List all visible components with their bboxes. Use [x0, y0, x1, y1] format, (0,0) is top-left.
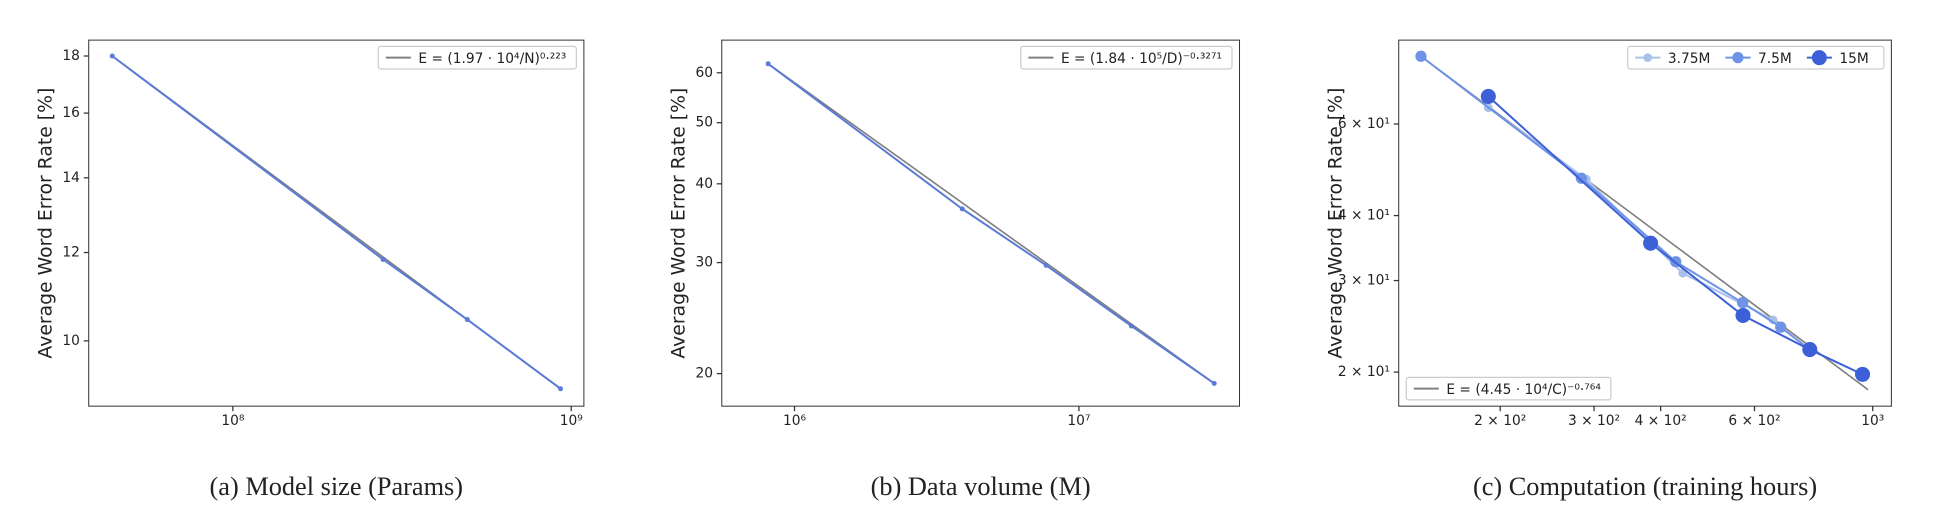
- x-tick-label: 4 × 10²: [1635, 413, 1687, 429]
- data-point: [109, 53, 115, 59]
- plot-frame: [88, 39, 585, 407]
- series-line: [1420, 55, 1811, 351]
- x-tick-label: 3 × 10²: [1568, 413, 1620, 429]
- y-tick-label: 16: [62, 105, 80, 121]
- data-point: [1736, 297, 1749, 309]
- legend-frame: [1020, 45, 1233, 70]
- legend-label: E = (1.97 · 10⁴/N)⁰·²²³: [418, 51, 566, 67]
- legend-marker: [1643, 53, 1653, 63]
- data-point: [464, 317, 470, 323]
- y-tick-label: 2 × 10¹: [1338, 364, 1390, 380]
- x-tick-label: 10⁶: [783, 413, 807, 429]
- y-tick-label: 10: [62, 333, 80, 349]
- legend-label: E = (1.84 · 10⁵/D)⁻⁰·³²⁷¹: [1061, 51, 1222, 67]
- y-axis-label: Average Word Error Rate [%]: [1326, 88, 1347, 359]
- legend: E = (1.84 · 10⁵/D)⁻⁰·³²⁷¹: [1028, 51, 1222, 67]
- x-tick-label: 2 × 10²: [1474, 413, 1526, 429]
- data-point: [1128, 323, 1134, 329]
- x-tick-label: 10³: [1861, 413, 1884, 429]
- legend-label: 3.75M: [1668, 51, 1711, 67]
- y-tick-label: 14: [62, 170, 80, 186]
- series-line: [1487, 95, 1863, 376]
- data-point: [1480, 88, 1496, 104]
- y-tick-label: 12: [62, 245, 80, 261]
- data-point: [1575, 172, 1588, 184]
- legend-marker: [1811, 50, 1827, 66]
- chart-caption: (c) Computation (training hours): [1473, 472, 1817, 501]
- data-point: [959, 206, 965, 212]
- y-tick-label: 6 × 10¹: [1338, 116, 1390, 132]
- legend-frame: [377, 45, 577, 70]
- data-point: [765, 61, 771, 67]
- data-point: [1855, 366, 1871, 382]
- y-tick-label: 3 × 10¹: [1338, 273, 1390, 289]
- y-axis-label: Average Word Error Rate [%]: [669, 88, 690, 359]
- x-tick-label: 10⁷: [1067, 413, 1090, 429]
- data-point: [1643, 235, 1659, 251]
- data-point: [1415, 50, 1427, 62]
- data-point: [1802, 342, 1818, 358]
- chart-caption: (a) Model size (Params): [210, 472, 464, 501]
- legend: E = (4.45 · 10⁴/C)⁻⁰·⁷⁶⁴: [1413, 382, 1601, 398]
- series-line: [767, 63, 1215, 385]
- x-tick-label: 10⁹: [560, 413, 583, 429]
- plot-frame: [1398, 39, 1892, 407]
- legend-marker: [1732, 52, 1744, 64]
- y-tick-label: 4 × 10¹: [1338, 208, 1390, 224]
- legend-label: 7.5M: [1758, 51, 1792, 67]
- legend-label: 15M: [1839, 51, 1868, 67]
- x-tick-label: 10⁸: [221, 413, 245, 429]
- y-tick-label: 60: [695, 65, 713, 81]
- x-tick-label: 6 × 10²: [1728, 413, 1780, 429]
- y-tick-label: 20: [695, 366, 713, 382]
- data-point: [1735, 307, 1751, 324]
- y-tick-label: 30: [695, 255, 713, 271]
- y-tick-label: 50: [695, 115, 713, 131]
- legend-frame: [1405, 376, 1612, 401]
- data-point: [1775, 321, 1787, 333]
- y-tick-label: 40: [695, 176, 713, 192]
- data-point: [1768, 315, 1778, 325]
- data-point: [380, 256, 386, 262]
- legend: 3.75M 7.5M 15M: [1635, 50, 1869, 67]
- chart-caption: (b) Data volume (M): [871, 472, 1091, 501]
- legend-label: E = (4.45 · 10⁴/C)⁻⁰·⁷⁶⁴: [1446, 382, 1601, 398]
- plot-frame: [721, 39, 1241, 407]
- y-axis-label: Average Word Error Rate [%]: [36, 88, 57, 359]
- series-line: [111, 55, 562, 390]
- data-point: [558, 386, 564, 392]
- y-tick-label: 18: [62, 48, 80, 64]
- data-point: [1043, 262, 1049, 268]
- data-point: [1211, 380, 1217, 386]
- legend: E = (1.97 · 10⁴/N)⁰·²²³: [385, 51, 566, 67]
